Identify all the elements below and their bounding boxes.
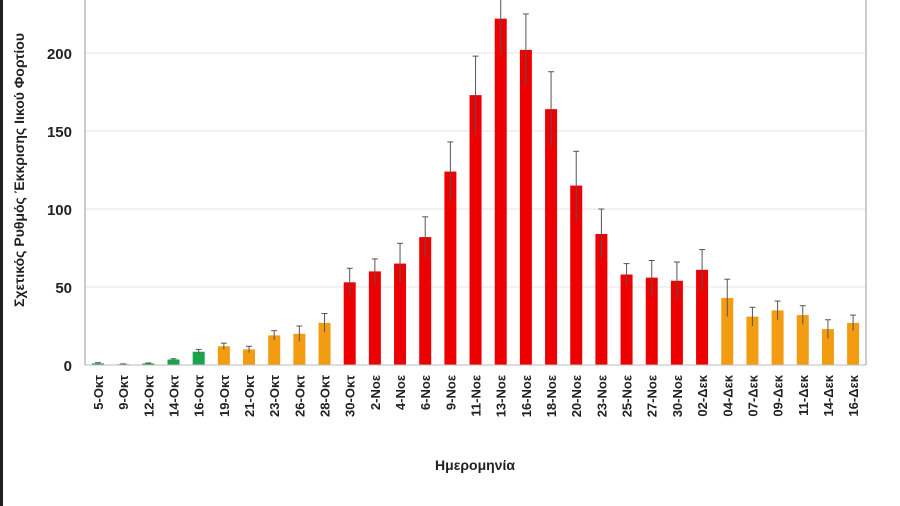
bar	[419, 237, 432, 365]
y-tick-label: 150	[47, 124, 72, 141]
bar	[217, 346, 230, 365]
bar	[167, 359, 180, 365]
bar	[645, 277, 658, 365]
bar	[293, 333, 306, 365]
x-tick-label: 11-Νοε	[469, 375, 484, 417]
x-tick-label: 27-Νοε	[645, 375, 660, 417]
bar	[343, 282, 356, 365]
bar	[243, 349, 256, 365]
bar	[821, 329, 834, 365]
bar	[444, 171, 457, 365]
x-tick-label: 02-Δεκ	[695, 374, 710, 416]
x-tick-label: 9-Νοε	[443, 375, 458, 410]
bar	[519, 49, 532, 365]
x-tick-label: 12-Οκτ	[141, 375, 156, 417]
x-tick-label: 30-Οκτ	[343, 375, 358, 417]
bar	[545, 109, 558, 365]
bar	[620, 274, 633, 365]
bar	[721, 297, 734, 365]
x-tick-label: 16-Οκτ	[192, 375, 207, 417]
bar	[192, 351, 205, 365]
x-tick-label: 14-Δεκ	[821, 374, 836, 416]
bar	[771, 310, 784, 365]
y-tick-label: 200	[47, 46, 72, 63]
y-tick-label: 50	[55, 280, 72, 297]
x-tick-label: 23-Νοε	[594, 375, 609, 417]
bar	[368, 271, 381, 365]
bar	[746, 316, 759, 365]
x-tick-label: 4-Νοε	[393, 375, 408, 410]
x-tick-label: 21-Οκτ	[242, 375, 257, 417]
y-axis-title: Σχετικός Ρυθμός Έκκρισης Ιικού Φορτίου	[11, 33, 27, 307]
x-tick-label: 9-Οκτ	[116, 375, 131, 410]
x-axis-title: Ημερομηνία	[435, 457, 515, 473]
x-tick-label: 25-Νοε	[620, 375, 635, 417]
x-tick-label: 6-Νοε	[418, 375, 433, 410]
bar	[469, 95, 482, 366]
y-tick-label: 100	[47, 202, 72, 219]
x-tick-label: 26-Οκτ	[292, 375, 307, 417]
bar	[570, 185, 583, 365]
x-tick-label: 16-Νοε	[519, 375, 534, 417]
x-tick-label: 23-Οκτ	[267, 375, 282, 417]
bar	[847, 322, 860, 365]
bar	[796, 315, 809, 365]
x-tick-label: 14-Οκτ	[167, 375, 182, 417]
x-tick-label: 09-Δεκ	[771, 374, 786, 416]
x-tick-label: 04-Δεκ	[720, 374, 735, 416]
x-tick-label: 11-Δεκ	[796, 374, 811, 416]
x-tick-label: 2-Νοε	[368, 375, 383, 410]
bar	[268, 335, 281, 365]
bar	[696, 269, 709, 365]
x-tick-label: 28-Οκτ	[318, 375, 333, 417]
x-tick-label: 19-Οκτ	[217, 375, 232, 417]
bar	[318, 322, 331, 365]
bar	[494, 18, 507, 366]
x-tick-label: 13-Νοε	[494, 375, 509, 417]
x-tick-label: 18-Νοε	[544, 375, 559, 417]
y-tick-label: 0	[64, 358, 72, 375]
x-tick-label: 07-Δεκ	[745, 374, 760, 416]
bar	[595, 233, 608, 365]
bar	[142, 363, 155, 365]
bar	[670, 280, 683, 365]
x-tick-label: 5-Οκτ	[91, 375, 106, 410]
bar	[394, 263, 407, 365]
x-tick-label: 16-Δεκ	[846, 374, 861, 416]
x-tick-label: 20-Νοε	[569, 375, 584, 417]
x-tick-label: 30-Νοε	[670, 375, 685, 417]
